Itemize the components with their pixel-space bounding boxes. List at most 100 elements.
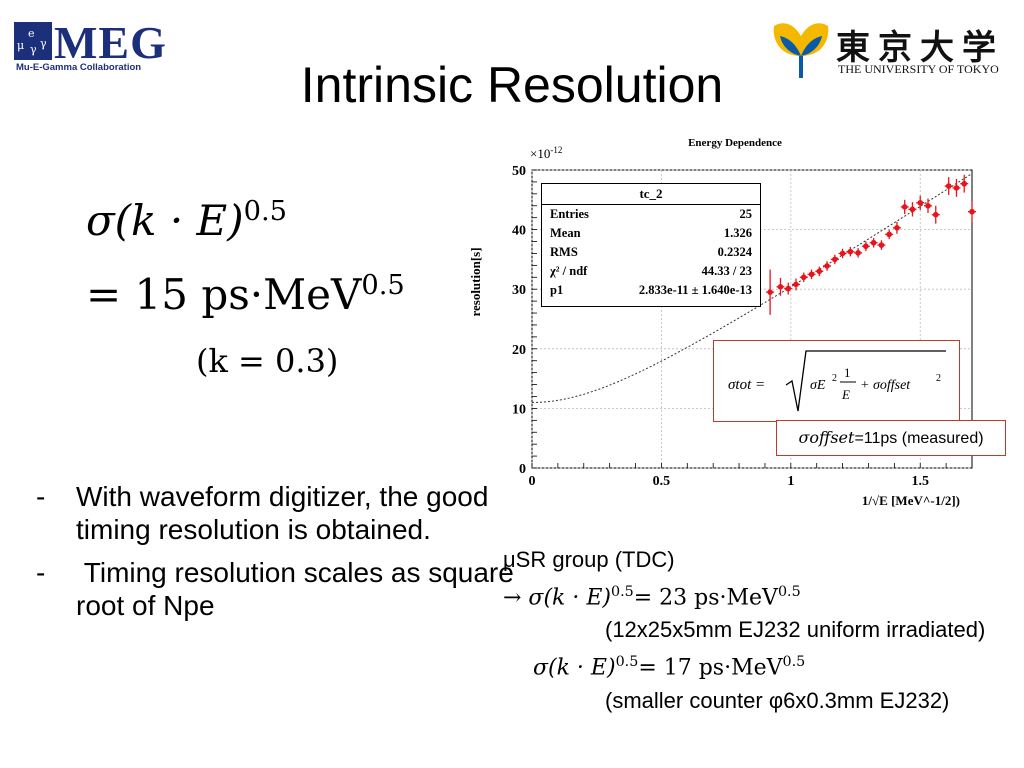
data-point xyxy=(909,206,916,213)
formula-k-note: (k = 0.3) xyxy=(196,342,339,380)
chart-title: Energy Dependence xyxy=(688,137,782,149)
musr-line2: σ(k · E)0.5= 17 ps·MeV0.5 xyxy=(503,646,1018,684)
formula-rhs: = 15 ps·MeV0.5 xyxy=(86,270,405,319)
data-point xyxy=(870,239,877,246)
musr-line1-lhs: → σ(k · E) xyxy=(503,585,611,611)
data-point xyxy=(855,250,861,256)
stats-key: χ² / ndf xyxy=(550,264,588,278)
data-point xyxy=(917,199,924,206)
musr-line1: → σ(k · E)0.5= 23 ps·MeV0.5 xyxy=(503,576,1018,614)
stats-row: Entries 25 xyxy=(542,205,760,224)
x-tick-label: 0.5 xyxy=(653,474,671,489)
offset-annotation-box: σoffset=11ps (measured) xyxy=(776,420,1006,456)
stats-header: tc_2 xyxy=(542,184,760,205)
tokyo-logo-japanese: 東京大学 xyxy=(836,28,1004,68)
musr-note1: (12x25x5mm EJ232 uniform irradiated) xyxy=(605,617,986,643)
musr-line2-lhs: σ(k · E) xyxy=(533,655,616,681)
data-point xyxy=(901,204,908,210)
y-multiplier-base: ×10 xyxy=(530,146,550,161)
stats-box: tc_2 Entries 25 Mean 1.326 RMS 0.2324 χ² / … xyxy=(541,183,761,307)
data-point xyxy=(863,243,869,250)
formula-rhs-exponent: 0.5 xyxy=(361,270,405,301)
stats-row: χ² / ndf 44.33 / 23 xyxy=(542,262,760,281)
sqrt-sign xyxy=(785,350,946,412)
musr-exponent: 0.5 xyxy=(615,654,639,671)
stats-value: 25 xyxy=(739,207,753,221)
data-point xyxy=(953,185,960,191)
data-point xyxy=(878,242,885,248)
sigma-offset-term: + σoffset xyxy=(860,378,911,393)
stats-key: p1 xyxy=(550,283,564,297)
musr-exponent: 0.5 xyxy=(777,584,801,600)
data-point xyxy=(808,271,815,278)
data-point xyxy=(785,285,792,292)
axis-ticks: 0 10 20 30 40 50 0 0.5 1 1.5 xyxy=(512,164,973,489)
meg-logo-subtitle: Mu-E-Gamma Collaboration xyxy=(16,62,142,73)
page-title: Intrinsic Resolution xyxy=(300,57,724,113)
musr-exponent: 0.5 xyxy=(610,584,634,600)
x-axis-label: 1/√E [MeV^-1/2]) xyxy=(862,493,960,508)
bullet-text: With waveform digitizer, the good timing… xyxy=(76,481,489,545)
y-axis-label: resolution[s] xyxy=(468,247,483,316)
stats-value: 44.33 / 23 xyxy=(701,264,752,278)
logo-glyph: γ xyxy=(40,37,47,50)
formula-lhs: σ(k · E)0.5 xyxy=(86,196,287,245)
tokyo-logo: 東京大学 THE UNIVERSITY OF TOKYO xyxy=(770,14,1010,86)
logo-glyph: γ xyxy=(30,43,37,56)
y-tick-label: 30 xyxy=(512,283,526,298)
y-multiplier: ×10-12 xyxy=(530,145,562,161)
stats-row: RMS 0.2324 xyxy=(542,243,760,262)
musr-heading: μSR group (TDC) xyxy=(503,547,675,572)
y-tick-label: 50 xyxy=(512,164,526,179)
bullet-text: Timing resolution scales as square root … xyxy=(76,557,522,621)
sigma-tot-label: σtot = xyxy=(728,377,765,393)
list-item: - With waveform digitizer, the good timi… xyxy=(36,480,516,546)
fit-curve xyxy=(532,173,973,403)
musr-line2-value: = 17 ps·MeV xyxy=(638,655,783,681)
musr-exponent: 0.5 xyxy=(782,654,806,671)
meg-logo-box: μ e γ γ xyxy=(14,22,52,60)
bullet-dash: - xyxy=(36,557,46,588)
formula-exponent: 0.5 xyxy=(243,196,288,227)
y-multiplier-exp: -12 xyxy=(550,145,562,155)
y-tick-label: 40 xyxy=(512,224,526,239)
data-point xyxy=(886,231,892,238)
sigma-e-square: 2 xyxy=(832,373,837,384)
x-tick-label: 1.5 xyxy=(911,474,929,489)
data-point xyxy=(894,225,900,231)
logo-glyph: e xyxy=(28,27,35,40)
data-point xyxy=(847,248,854,255)
formula-rhs-text: = 15 ps·MeV xyxy=(86,270,362,319)
sigma-offset-square: 2 xyxy=(936,373,941,384)
offset-sigma: σoffset xyxy=(798,428,855,447)
list-item: - Timing resolution scales as square roo… xyxy=(36,556,516,622)
sigma-e-label: σE xyxy=(810,378,826,393)
y-tick-label: 20 xyxy=(512,343,526,358)
data-point xyxy=(777,284,784,290)
logo-glyph: μ xyxy=(17,39,25,52)
meg-logo: μ e γ γ MEG Mu-E-Gamma Collaboration xyxy=(14,17,194,76)
stats-key: Entries xyxy=(550,207,589,221)
stats-row: Mean 1.326 xyxy=(542,224,760,243)
x-tick-label: 1 xyxy=(787,474,794,489)
bullet-list: - With waveform digitizer, the good timi… xyxy=(36,480,516,632)
data-point xyxy=(945,183,952,189)
data-point xyxy=(793,281,799,288)
stats-row: p1 2.833e-11 ± 1.640e-13 xyxy=(542,281,760,300)
stats-value: 1.326 xyxy=(723,226,752,240)
data-point xyxy=(816,268,823,275)
data-point xyxy=(969,208,975,215)
fraction-denominator: E xyxy=(841,387,850,402)
sigma-formula: σtot = σE 2 1 E + σoffset 2 xyxy=(728,350,946,412)
formula-lhs-text: σ(k · E) xyxy=(86,196,244,245)
bullet-dash: - xyxy=(36,481,46,512)
data-point xyxy=(832,256,838,263)
musr-note2: (smaller counter φ6x0.3mm EJ232) xyxy=(605,687,950,713)
data-point xyxy=(800,274,807,281)
ginkgo-leaf-icon xyxy=(773,23,829,78)
tokyo-logo-english: THE UNIVERSITY OF TOKYO xyxy=(838,62,999,76)
stats-value: 2.833e-11 ± 1.640e-13 xyxy=(638,283,752,297)
fraction-numerator: 1 xyxy=(844,365,851,380)
data-point xyxy=(824,263,830,269)
offset-text: =11ps (measured) xyxy=(854,430,984,447)
